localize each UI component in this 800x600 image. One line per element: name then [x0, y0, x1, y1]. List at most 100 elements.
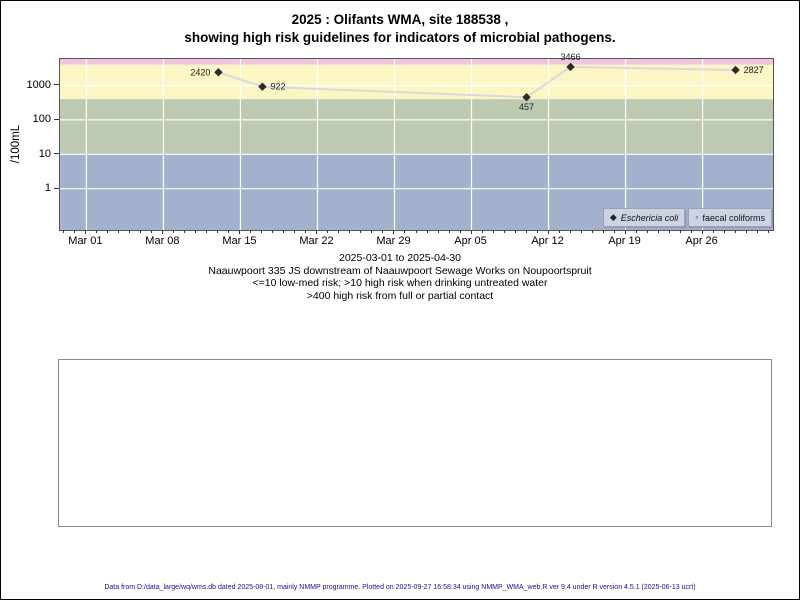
- x-axis-minor-tick: [349, 230, 351, 233]
- x-axis-minor-tick: [646, 230, 648, 233]
- legend-entry-ecoli: ◆ Eschericia coli: [602, 208, 686, 227]
- data-point-marker: [214, 68, 223, 77]
- data-point-label: 922: [270, 82, 285, 92]
- x-axis-major-tick: [393, 230, 395, 234]
- x-tick-label: Mar 01: [68, 235, 103, 247]
- chart-title: 2025 : Olifants WMA, site 188538 , showi…: [1, 11, 799, 47]
- data-point-label: 457: [519, 102, 534, 112]
- x-axis-minor-tick: [426, 230, 428, 233]
- y-tick-label: 100: [32, 113, 51, 126]
- x-axis-minor-tick: [184, 230, 186, 233]
- y-axis-tick: [54, 118, 59, 120]
- data-point-label: 2827: [744, 65, 764, 75]
- plot-area: 2420 922 457 3466 2827 ◆ Eschericia coli ◦ f…: [59, 52, 774, 231]
- band-10-400: [60, 99, 773, 155]
- x-axis-minor-tick: [745, 230, 747, 233]
- x-axis-minor-tick: [580, 230, 582, 233]
- x-axis-major-tick: [624, 230, 626, 234]
- y-axis-tick: [54, 187, 59, 189]
- x-axis-minor-tick: [305, 230, 307, 233]
- x-axis-minor-tick: [360, 230, 362, 233]
- x-axis-major-tick: [85, 230, 87, 234]
- x-axis-minor-tick: [756, 230, 758, 233]
- chart-title-line2: showing high risk guidelines for indicat…: [184, 30, 616, 45]
- filled-diamond-icon: ◆: [609, 212, 617, 222]
- x-axis-minor-tick: [118, 230, 120, 233]
- x-axis-major-tick: [547, 230, 549, 234]
- x-axis-minor-tick: [635, 230, 637, 233]
- x-axis-minor-tick: [129, 230, 131, 233]
- x-axis-minor-tick: [250, 230, 252, 233]
- legend-entry-faecal: ◦ faecal coliforms: [688, 208, 772, 227]
- chart-canvas: 2420 922 457 3466 2827: [60, 52, 773, 230]
- x-axis-minor-tick: [382, 230, 384, 233]
- x-tick-label: Apr 19: [608, 235, 641, 247]
- x-axis-minor-tick: [492, 230, 494, 233]
- band-above-4000: [60, 59, 773, 65]
- x-axis-major-tick: [470, 230, 472, 234]
- x-axis-minor-tick: [107, 230, 109, 233]
- x-axis-minor-tick: [338, 230, 340, 233]
- x-axis-minor-tick: [151, 230, 153, 233]
- x-axis-minor-tick: [261, 230, 263, 233]
- x-axis-minor-tick: [459, 230, 461, 233]
- x-axis-minor-tick: [558, 230, 560, 233]
- x-axis-minor-tick: [173, 230, 175, 233]
- caption-risk-contact: >400 high risk from full or partial cont…: [306, 289, 494, 302]
- x-axis-minor-tick: [195, 230, 197, 233]
- x-axis-minor-tick: [481, 230, 483, 233]
- x-tick-label: Apr 12: [531, 235, 564, 247]
- x-axis-minor-tick: [206, 230, 208, 233]
- x-axis-minor-tick: [679, 230, 681, 233]
- x-axis-minor-tick: [734, 230, 736, 233]
- x-axis-minor-tick: [690, 230, 692, 233]
- band-400-4000: [60, 64, 773, 100]
- data-point-marker: [522, 92, 531, 102]
- x-axis-minor-tick: [96, 230, 98, 233]
- x-axis-major-tick: [701, 230, 703, 234]
- x-axis-minor-tick: [613, 230, 615, 233]
- y-tick-label: 1: [44, 182, 51, 195]
- legend-label-faecal: faecal coliforms: [702, 212, 765, 223]
- legend-label-ecoli: Eschericia coli: [620, 212, 679, 223]
- x-tick-label: Mar 15: [222, 235, 257, 247]
- x-axis-minor-tick: [63, 230, 65, 233]
- data-point-label: 2420: [190, 67, 210, 77]
- x-axis-minor-tick: [723, 230, 725, 233]
- x-tick-label: Mar 22: [299, 235, 334, 247]
- data-point-marker: [566, 62, 575, 72]
- x-axis-major-tick: [316, 230, 318, 234]
- x-axis-minor-tick: [569, 230, 571, 233]
- caption-date-range: 2025-03-01 to 2025-04-30: [338, 252, 461, 264]
- chart-title-line1: 2025 : Olifants WMA, site 188538 ,: [291, 12, 509, 27]
- x-axis-minor-tick: [74, 230, 76, 233]
- x-axis-minor-tick: [602, 230, 604, 233]
- caption-site: Naauwpoort 335 JS downstream of Naauwpoo…: [208, 264, 592, 277]
- x-tick-label: Apr 05: [454, 235, 487, 247]
- x-axis-major-tick: [239, 230, 241, 234]
- y-tick-label: 1000: [26, 78, 51, 91]
- x-axis-minor-tick: [448, 230, 450, 233]
- x-axis-minor-tick: [503, 230, 505, 233]
- x-axis-minor-tick: [668, 230, 670, 233]
- legend: ◆ Eschericia coli ◦ faecal coliforms: [602, 208, 772, 227]
- x-axis-minor-tick: [272, 230, 274, 233]
- x-axis-minor-tick: [525, 230, 527, 233]
- empty-panel: [58, 359, 772, 527]
- x-axis-major-tick: [162, 230, 164, 234]
- y-axis-tick: [54, 84, 59, 86]
- x-axis-minor-tick: [404, 230, 406, 233]
- x-axis-minor-tick: [536, 230, 538, 233]
- x-axis-minor-tick: [371, 230, 373, 233]
- x-tick-label: Apr 26: [685, 235, 718, 247]
- x-axis-minor-tick: [657, 230, 659, 233]
- x-axis-minor-tick: [294, 230, 296, 233]
- y-axis-tick: [54, 153, 59, 155]
- x-axis-minor-tick: [767, 230, 769, 233]
- x-axis-minor-tick: [514, 230, 516, 233]
- x-tick-label: Mar 08: [145, 235, 180, 247]
- x-axis-minor-tick: [437, 230, 439, 233]
- caption-risk-drinking: <=10 low-med risk; >10 high risk when dr…: [252, 277, 548, 289]
- x-axis-minor-tick: [415, 230, 417, 233]
